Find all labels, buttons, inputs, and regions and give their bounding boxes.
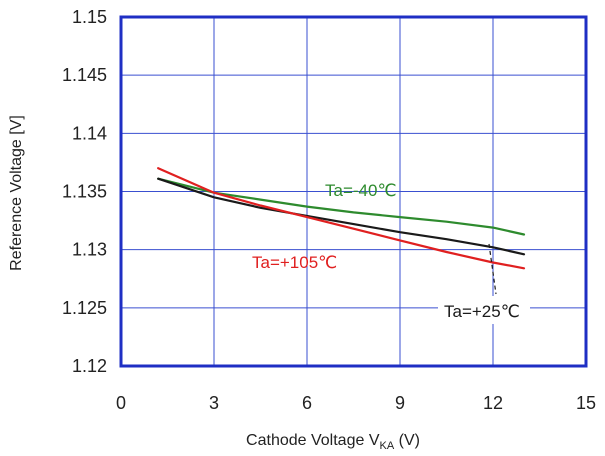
x-tick-label: 9 <box>395 393 405 413</box>
series-lines <box>157 167 526 270</box>
y-tick-label: 1.14 <box>72 123 107 143</box>
annotation-plus25: Ta=+25℃ <box>444 302 520 321</box>
y-axis-title: Reference Voltage [V] <box>8 115 25 271</box>
y-tick-label: 1.145 <box>62 65 107 85</box>
series-line <box>157 177 526 256</box>
y-tick-label: 1.15 <box>72 7 107 27</box>
y-tick-label: 1.12 <box>72 356 107 376</box>
x-tick-label: 12 <box>483 393 503 413</box>
annotation-minus40: Ta=-40℃ <box>325 181 397 200</box>
series-line <box>157 167 526 270</box>
y-tick-label: 1.135 <box>62 182 107 202</box>
annotation-bg-plus25 <box>438 296 530 324</box>
y-tick-label: 1.13 <box>72 240 107 260</box>
x-tick-label: 0 <box>116 393 126 413</box>
annotations: Ta=-40℃ Ta=+105℃ Ta=+25℃ <box>252 181 530 324</box>
x-axis-title-unit: (V) <box>394 432 420 449</box>
annotation-plus105: Ta=+105℃ <box>252 253 337 272</box>
series-line <box>157 177 526 236</box>
x-axis-title-sub: KA <box>379 440 394 452</box>
annotation-leader-plus25 <box>488 243 497 295</box>
x-tick-label: 6 <box>302 393 312 413</box>
tick-labels: 0 3 6 9 12 15 1.12 1.125 1.13 1.135 1.14 1.145 1.15 <box>62 7 596 413</box>
plot-frame <box>119 15 588 368</box>
y-tick-label: 1.125 <box>62 298 107 318</box>
x-tick-label: 3 <box>209 393 219 413</box>
x-tick-label: 15 <box>576 393 596 413</box>
x-axis-title: Cathode Voltage VKA (V) <box>246 432 420 452</box>
x-axis-title-main: Cathode Voltage V <box>246 432 380 449</box>
